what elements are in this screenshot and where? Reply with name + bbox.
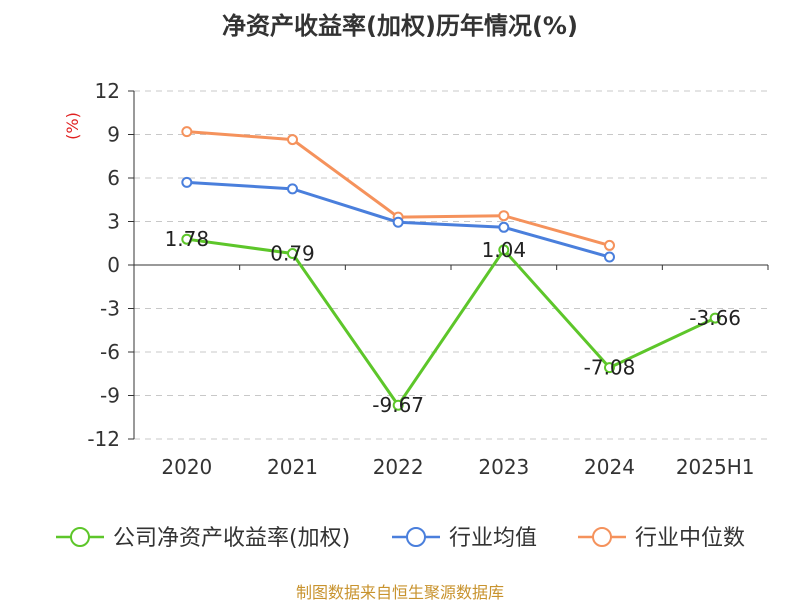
data-label: 1.78	[165, 227, 210, 251]
y-tick-label: 6	[107, 166, 120, 190]
y-tick-label: 9	[107, 123, 120, 147]
data-point[interactable]	[604, 251, 615, 263]
y-tick-label: -12	[87, 427, 120, 451]
series-lines	[181, 126, 721, 411]
legend-marker	[592, 527, 612, 547]
legend-label: 行业均值	[449, 526, 537, 551]
y-tick-label: 3	[107, 210, 120, 234]
data-point[interactable]	[604, 362, 615, 374]
x-tick-label: 2024	[584, 455, 635, 479]
data-point[interactable]	[287, 134, 298, 146]
gridlines	[134, 90, 768, 440]
data-point[interactable]	[287, 248, 298, 260]
x-tick-label: 2023	[478, 455, 529, 479]
data-labels: 1.78 0.79 -9.67 1.04 -7.08 -3.66	[165, 227, 741, 417]
legend-label: 公司净资产收益率(加权)	[113, 526, 350, 551]
data-point[interactable]	[498, 221, 510, 233]
x-tick-label: 2021	[267, 455, 318, 479]
chart-title: 净资产收益率(加权)历年情况(%)	[222, 12, 578, 40]
data-label: -9.67	[372, 393, 424, 417]
data-point[interactable]	[498, 210, 510, 222]
data-point[interactable]	[392, 216, 404, 228]
legend-marker	[70, 527, 90, 547]
y-tick-label: 12	[95, 79, 120, 103]
data-point[interactable]	[181, 176, 193, 188]
data-point[interactable]	[181, 233, 193, 245]
legend-item[interactable]: 行业均值	[392, 526, 537, 551]
axes: 12 9 6 3 0 -3 -6 -9 -12 2020 2021 2022 2023 2024 2025H…	[63, 79, 769, 479]
legend-item[interactable]: 公司净资产收益率(加权)	[56, 526, 350, 551]
data-point[interactable]	[181, 126, 193, 138]
series-line	[186, 237, 716, 407]
y-axis-label: (%)	[63, 112, 82, 140]
data-label: 0.79	[270, 242, 315, 266]
data-label: -7.08	[584, 356, 636, 380]
legend-item[interactable]: 行业中位数	[578, 526, 745, 551]
data-point[interactable]	[498, 244, 510, 256]
y-tick-label: -3	[100, 297, 120, 321]
data-label: -3.66	[689, 306, 741, 330]
data-point[interactable]	[287, 183, 298, 195]
data-point[interactable]	[392, 399, 404, 411]
series-line	[186, 130, 610, 247]
source-note: 制图数据来自恒生聚源数据库	[295, 583, 504, 602]
legend-label: 行业中位数	[635, 526, 745, 551]
y-tick-label: -9	[100, 384, 120, 408]
y-tick-label: -6	[100, 340, 120, 364]
legend-marker	[406, 527, 426, 547]
legend[interactable]: 公司净资产收益率(加权) 行业均值 行业中位数	[56, 526, 745, 551]
data-label: 1.04	[482, 238, 527, 262]
x-tick-label: 2025H1	[676, 455, 755, 479]
data-point[interactable]	[604, 239, 615, 251]
x-tick-label: 2022	[373, 455, 424, 479]
y-tick-label: 0	[107, 253, 120, 277]
x-tick-label: 2020	[161, 455, 212, 479]
data-point[interactable]	[709, 312, 721, 324]
